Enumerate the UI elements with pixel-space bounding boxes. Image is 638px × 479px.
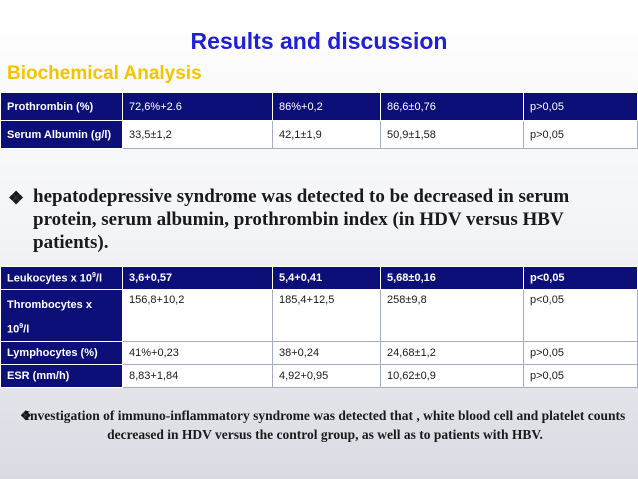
table-row: Lymphocytes (%) 41%+0,23 38+0,24 24,68±1… [0,340,638,365]
row-label: Lymphocytes (%) [0,340,123,365]
table-cell: 86%+0,2 [272,92,381,121]
table-cell: p<0,05 [523,266,638,290]
row-label: Leukocytes x 109/l [0,266,123,290]
slide-subtitle: Biochemical Analysis [7,63,202,84]
table-cell: 38+0,24 [272,340,381,365]
bullet-hepatodepressive: ❖ hepatodepressive syndrome was detected… [8,185,608,254]
diamond-bullet-icon: ❖ [20,408,32,423]
table-cell: p>0,05 [523,340,638,365]
table-row: Thrombocytes x 109/l 156,8+10,2 185,4+12… [0,289,638,342]
table-cell: 50,9±1,58 [380,120,524,149]
table-cell: 5,68±0,16 [380,266,524,290]
slide-title: Results and discussion [190,28,448,54]
table-row: Prothrombin (%) 72,6%+2.6 86%+0,2 86,6±0… [0,92,638,121]
table-cell: p<0,05 [523,289,638,342]
row-label: Prothrombin (%) [0,92,123,121]
table-cell: 86,6±0,76 [380,92,524,121]
table-row: Serum Albumin (g/l) 33,5±1,2 42,1±1,9 50… [0,120,638,149]
table-cell: 41%+0,23 [122,340,273,365]
table-cell: 3,6+0,57 [122,266,273,290]
row-label: Thrombocytes x 109/l [0,289,123,342]
biochemical-table: Prothrombin (%) 72,6%+2.6 86%+0,2 86,6±0… [0,92,638,149]
table-cell: 24,68±1,2 [380,340,524,365]
table-cell: 10,62±0,9 [380,363,524,388]
table-cell: 8,83+1,84 [122,363,273,388]
bullet-immuno-inflammatory: ❖ Investigation of immuno-inflammatory s… [20,406,630,444]
row-label: ESR (mm/h) [0,363,123,388]
diamond-bullet-icon: ❖ [8,188,25,208]
table-cell: 42,1±1,9 [272,120,381,149]
table-cell: p>0,05 [523,92,638,121]
bullet-text: hepatodepressive syndrome was detected t… [33,186,570,253]
row-label: Serum Albumin (g/l) [0,120,123,149]
table-cell: 156,8+10,2 [122,289,273,342]
table-row: Leukocytes x 109/l 3,6+0,57 5,4+0,41 5,6… [0,266,638,290]
bullet-text: Investigation of immuno-inflammatory syn… [24,408,626,442]
table-cell: 5,4+0,41 [272,266,381,290]
table-cell: p>0,05 [523,120,638,149]
table-cell: 258±9,8 [380,289,524,342]
table-cell: 33,5±1,2 [122,120,273,149]
hematology-table: Leukocytes x 109/l 3,6+0,57 5,4+0,41 5,6… [0,266,638,388]
table-cell: 4,92+0,95 [272,363,381,388]
table-cell: 72,6%+2.6 [122,92,273,121]
table-cell: p>0,05 [523,363,638,388]
table-row: ESR (mm/h) 8,83+1,84 4,92+0,95 10,62±0,9… [0,363,638,388]
table-cell: 185,4+12,5 [272,289,381,342]
